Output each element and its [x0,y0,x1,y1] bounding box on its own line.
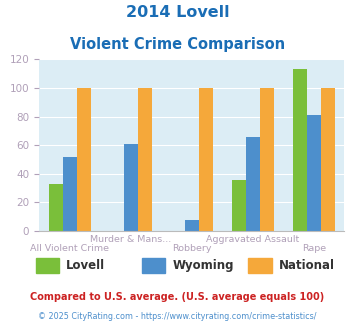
Bar [49,184,62,231]
Text: Robbery: Robbery [172,244,212,253]
Text: Murder & Mans...: Murder & Mans... [90,235,171,244]
Bar [199,88,213,231]
Bar [138,88,152,231]
Text: Violent Crime Comparison: Violent Crime Comparison [70,37,285,52]
Text: Compared to U.S. average. (U.S. average equals 100): Compared to U.S. average. (U.S. average … [31,292,324,302]
Bar [307,115,321,231]
Text: All Violent Crime: All Violent Crime [30,244,109,253]
Text: Wyoming: Wyoming [172,259,234,272]
Bar [321,88,335,231]
Text: 2014 Lovell: 2014 Lovell [126,5,229,20]
Text: Rape: Rape [302,244,326,253]
Text: Lovell: Lovell [66,259,105,272]
Bar [77,88,91,231]
Bar [62,157,77,231]
Bar [232,180,246,231]
Text: © 2025 CityRating.com - https://www.cityrating.com/crime-statistics/: © 2025 CityRating.com - https://www.city… [38,312,317,321]
Bar [246,137,260,231]
Text: Aggravated Assault: Aggravated Assault [206,235,299,244]
Bar [185,219,199,231]
Bar [260,88,274,231]
Bar [293,69,307,231]
Text: National: National [279,259,335,272]
Bar [124,144,138,231]
